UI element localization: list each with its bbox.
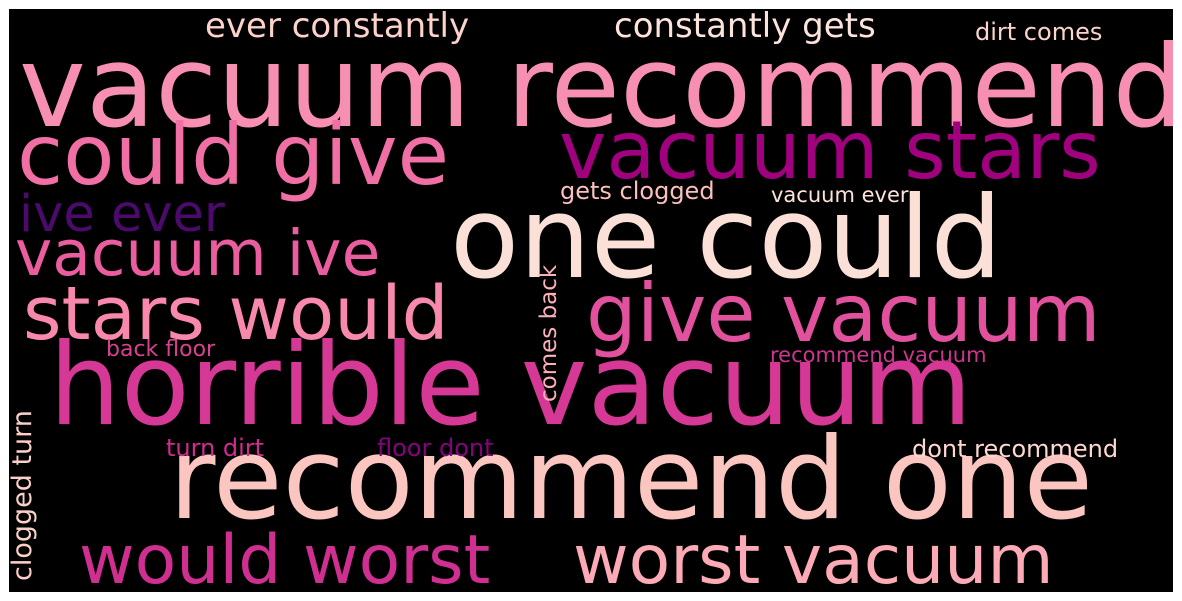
word-clogged-turn: clogged turn xyxy=(9,410,38,581)
word-could-give: could give xyxy=(17,106,450,204)
word-ever-constantly: ever constantly xyxy=(205,9,470,46)
word-horrible-vacuum: horrible vacuum xyxy=(49,319,973,451)
word-one-could: one could xyxy=(450,172,1003,304)
word-turn-dirt: turn dirt xyxy=(166,434,265,462)
word-stars-would: stars would xyxy=(23,271,449,357)
word-gets-clogged: gets clogged xyxy=(560,177,715,205)
word-give-vacuum: give vacuum xyxy=(586,267,1101,360)
word-dirt-comes: dirt comes xyxy=(975,18,1103,46)
word-vacuum-recommend: vacuum recommend xyxy=(19,21,1173,153)
word-vacuum-ever: vacuum ever xyxy=(771,183,909,207)
word-worst-vacuum: worst vacuum xyxy=(573,521,1054,593)
word-ive-ever: ive ever xyxy=(19,185,225,244)
word-vacuum-stars: vacuum stars xyxy=(559,104,1101,197)
word-back-floor: back floor xyxy=(106,337,216,362)
word-cloud-canvas: vacuum recommend one could horrible vacu… xyxy=(9,9,1173,592)
word-vacuum-ive: vacuum ive xyxy=(15,217,381,290)
word-recommend-vacuum: recommend vacuum xyxy=(770,343,987,367)
word-would-worst: would worst xyxy=(79,521,491,593)
word-dont-recommend: dont recommend xyxy=(912,435,1119,463)
word-comes-back: comes back xyxy=(536,264,562,402)
word-recommend-one: recommend one xyxy=(169,413,1093,545)
word-floor-dont: floor dont xyxy=(377,434,494,462)
word-constantly-gets: constantly gets xyxy=(614,9,876,46)
